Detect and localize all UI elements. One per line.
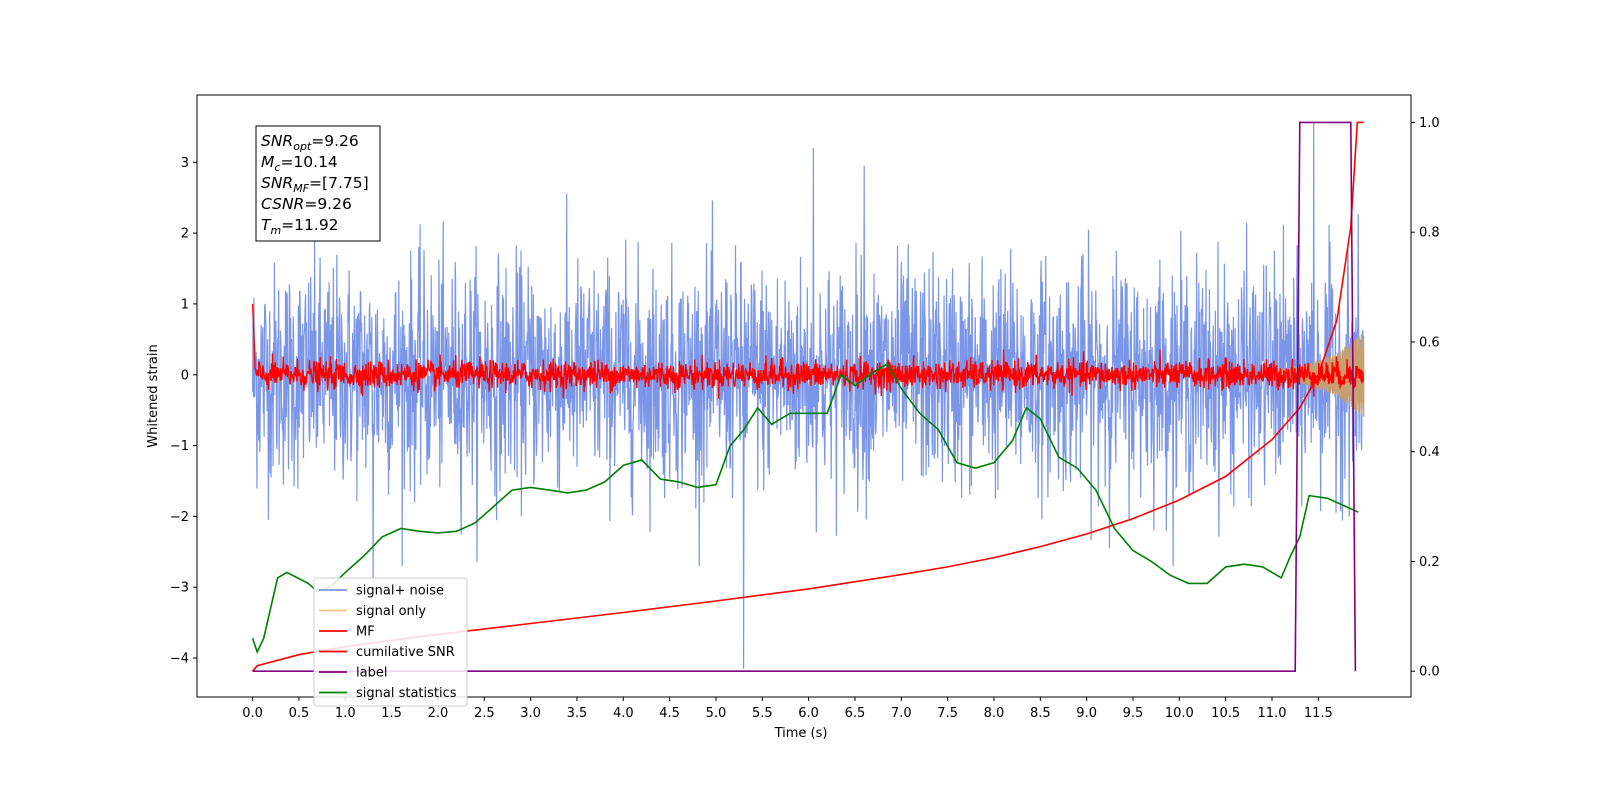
x-tick-label: 3.5	[567, 706, 588, 721]
x-tick-label: 1.0	[335, 706, 356, 721]
x-tick-label: 9.0	[1076, 706, 1097, 721]
y-tick-label: 3	[181, 156, 189, 171]
y-tick-label: −3	[170, 581, 189, 596]
plot-frame	[196, 94, 1412, 698]
y2-tick-label: 0.8	[1419, 226, 1440, 241]
x-tick-label: 0.5	[289, 706, 310, 721]
legend-item-label: cumilative SNR	[356, 645, 455, 660]
x-tick-label: 4.0	[613, 706, 634, 721]
info-box-frame	[255, 125, 381, 242]
series-signal-statistics	[251, 362, 1359, 655]
x-axis-label: Time (s)	[774, 726, 828, 741]
x-tick-label: 7.0	[891, 706, 912, 721]
y-tick-label: −2	[170, 510, 189, 525]
y2-tick-label: 0.2	[1419, 555, 1440, 570]
legend-item-label: MF	[356, 625, 375, 640]
info-line-5: Tm=11.92	[261, 216, 339, 237]
x-tick-label: 5.0	[706, 706, 727, 721]
x-tick-label: 6.0	[798, 706, 819, 721]
y-tick-label: 0	[181, 368, 189, 383]
x-tick-label: 1.5	[381, 706, 402, 721]
info-line-1: SNRopt=9.26	[261, 132, 359, 153]
x-tick-label: 5.5	[752, 706, 773, 721]
series-label	[252, 121, 1357, 672]
x-tick-label: 6.5	[845, 706, 866, 721]
x-tick-label: 3.0	[520, 706, 541, 721]
x-tick-label: 0.0	[242, 706, 263, 721]
legend-item-label: signal+ noise	[356, 584, 444, 599]
y2-tick-label: 1.0	[1419, 116, 1440, 131]
legend: signal+ noise signal only MF cumilative SNR…	[313, 577, 468, 707]
info-line-4: CSNR=9.26	[261, 195, 352, 213]
y-axis-label: Whitened strain	[146, 344, 161, 447]
info-line-2: Mc=10.14	[261, 153, 338, 174]
series-mf	[251, 303, 1365, 399]
x-tick-label: 2.5	[474, 706, 495, 721]
y-tick-label: −1	[170, 439, 189, 454]
y-tick-label: 2	[181, 227, 189, 242]
snr-info-box: SNRopt=9.26Mc=10.14SNRMF=[7.75]CSNR=9.26…	[255, 125, 381, 242]
y2-tick-label: 0.6	[1419, 335, 1440, 350]
x-tick-label: 11.5	[1304, 706, 1333, 721]
y-tick-label: −4	[170, 652, 189, 667]
y-tick-label: 1	[181, 297, 189, 312]
x-tick-label: 10.5	[1211, 706, 1240, 721]
x-tick-label: 11.0	[1258, 706, 1287, 721]
x-tick-label: 2.0	[428, 706, 449, 721]
x-tick-label: 4.5	[659, 706, 680, 721]
series-signal-noise	[252, 123, 1365, 669]
y2-tick-label: 0.4	[1419, 445, 1440, 460]
legend-item-label: signal only	[356, 604, 426, 619]
x-tick-label: 9.5	[1123, 706, 1144, 721]
x-tick-label: 8.0	[984, 706, 1005, 721]
x-tick-label: 8.5	[1030, 706, 1051, 721]
legend-item-label: signal statistics	[356, 686, 457, 701]
x-tick-label: 10.0	[1165, 706, 1194, 721]
y2-tick-label: 0.0	[1419, 665, 1440, 680]
info-line-3: SNRMF=[7.75]	[261, 174, 369, 195]
x-tick-label: 7.5	[937, 706, 958, 721]
legend-frame	[313, 577, 468, 707]
legend-item-label: label	[356, 666, 387, 681]
